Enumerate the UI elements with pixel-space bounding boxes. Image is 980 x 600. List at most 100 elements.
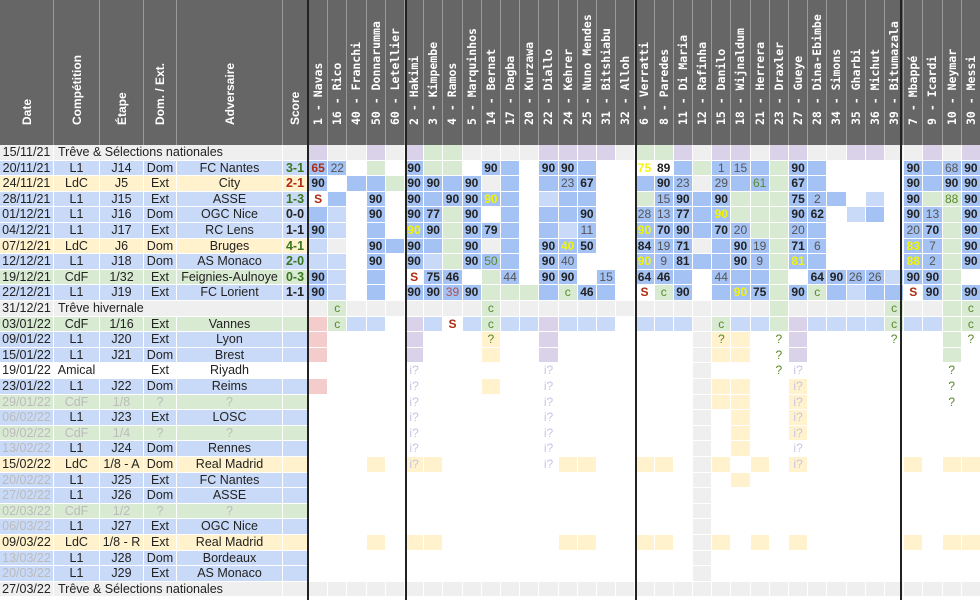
player-minutes-cell[interactable] — [635, 379, 655, 395]
date-cell[interactable]: 20/02/22 — [0, 472, 54, 489]
player-minutes-cell[interactable]: 90 — [539, 160, 559, 177]
player-minutes-cell[interactable] — [520, 519, 540, 535]
player-minutes-cell[interactable] — [616, 160, 636, 177]
player-minutes-cell[interactable] — [385, 176, 405, 192]
player-minutes-cell[interactable]: 11 — [577, 223, 597, 239]
player-minutes-cell[interactable] — [827, 254, 847, 270]
player-minutes-cell[interactable] — [865, 535, 885, 551]
player-minutes-cell[interactable] — [827, 394, 847, 411]
competition-cell[interactable]: L1 — [54, 379, 100, 395]
player-minutes-cell[interactable] — [961, 566, 980, 582]
player-minutes-cell[interactable]: c — [328, 301, 348, 317]
player-minutes-cell[interactable] — [712, 410, 732, 426]
player-minutes-cell[interactable]: 90 — [961, 223, 980, 239]
player-column-header[interactable]: 8 - Paredes — [654, 0, 674, 145]
player-minutes-cell[interactable] — [366, 488, 386, 504]
player-minutes-cell[interactable] — [385, 410, 405, 426]
stage-cell[interactable]: 1/32 — [100, 269, 144, 286]
player-minutes-cell[interactable] — [693, 566, 713, 582]
player-minutes-cell[interactable] — [750, 566, 770, 582]
player-minutes-cell[interactable] — [693, 160, 713, 177]
player-minutes-cell[interactable] — [750, 535, 770, 551]
player-minutes-cell[interactable] — [865, 566, 885, 582]
player-minutes-cell[interactable] — [558, 550, 578, 567]
opponent-cell[interactable]: ? — [177, 425, 283, 442]
player-minutes-cell[interactable] — [865, 332, 885, 348]
player-minutes-cell[interactable] — [443, 410, 463, 426]
score-cell[interactable] — [283, 488, 308, 504]
player-minutes-cell[interactable] — [846, 441, 866, 457]
player-minutes-cell[interactable] — [366, 269, 386, 286]
player-minutes-cell[interactable] — [577, 347, 597, 364]
player-minutes-cell[interactable] — [616, 441, 636, 457]
player-minutes-cell[interactable] — [731, 535, 751, 551]
player-minutes-cell[interactable] — [328, 363, 348, 379]
player-minutes-cell[interactable]: S — [309, 191, 329, 208]
score-cell[interactable] — [283, 379, 308, 395]
player-minutes-cell[interactable]: 90 — [789, 207, 809, 223]
player-minutes-cell[interactable] — [501, 379, 521, 395]
player-minutes-cell[interactable]: 90 — [405, 254, 425, 270]
player-minutes-cell[interactable]: 20 — [789, 223, 809, 239]
player-column-header[interactable]: 23 - Draxler — [769, 0, 789, 145]
player-minutes-cell[interactable] — [750, 550, 770, 567]
player-minutes-cell[interactable] — [942, 332, 962, 348]
player-minutes-cell[interactable] — [904, 145, 924, 161]
player-minutes-cell[interactable] — [904, 316, 924, 333]
player-minutes-cell[interactable] — [846, 566, 866, 582]
player-minutes-cell[interactable] — [846, 191, 866, 208]
player-minutes-cell[interactable]: 90 — [366, 254, 386, 270]
player-minutes-cell[interactable] — [769, 550, 789, 567]
player-minutes-cell[interactable] — [366, 145, 386, 161]
player-minutes-cell[interactable] — [846, 207, 866, 223]
player-minutes-cell[interactable] — [597, 176, 617, 192]
break-label-cell[interactable]: Trêve & Sélections nationales — [54, 581, 283, 598]
opponent-cell[interactable]: LOSC — [177, 410, 283, 426]
player-minutes-cell[interactable] — [731, 503, 751, 520]
home-away-cell[interactable]: Dom — [144, 238, 177, 255]
player-minutes-cell[interactable] — [904, 425, 924, 442]
player-minutes-cell[interactable] — [731, 472, 751, 489]
player-minutes-cell[interactable] — [520, 191, 540, 208]
player-minutes-cell[interactable] — [539, 176, 559, 192]
player-minutes-cell[interactable]: 90 — [904, 191, 924, 208]
player-minutes-cell[interactable] — [731, 519, 751, 535]
player-minutes-cell[interactable] — [520, 535, 540, 551]
player-minutes-cell[interactable] — [616, 238, 636, 255]
player-minutes-cell[interactable] — [347, 472, 367, 489]
date-cell[interactable]: 13/02/22 — [0, 441, 54, 457]
player-minutes-cell[interactable] — [558, 519, 578, 535]
player-minutes-cell[interactable] — [558, 488, 578, 504]
player-minutes-cell[interactable] — [385, 223, 405, 239]
player-minutes-cell[interactable] — [424, 441, 444, 457]
player-minutes-cell[interactable] — [501, 566, 521, 582]
player-minutes-cell[interactable] — [769, 441, 789, 457]
player-minutes-cell[interactable] — [443, 223, 463, 239]
player-minutes-cell[interactable] — [769, 207, 789, 223]
player-minutes-cell[interactable] — [309, 207, 329, 223]
player-minutes-cell[interactable] — [635, 191, 655, 208]
player-minutes-cell[interactable] — [558, 566, 578, 582]
date-cell[interactable]: 09/01/22 — [0, 332, 54, 348]
player-minutes-cell[interactable] — [654, 410, 674, 426]
player-minutes-cell[interactable] — [808, 223, 828, 239]
player-minutes-cell[interactable]: 15 — [654, 191, 674, 208]
player-minutes-cell[interactable] — [424, 160, 444, 177]
home-away-cell[interactable]: Dom — [144, 254, 177, 270]
player-minutes-cell[interactable]: i? — [405, 394, 425, 411]
player-minutes-cell[interactable] — [501, 425, 521, 442]
stage-cell[interactable]: 1/8 — [100, 394, 144, 411]
player-minutes-cell[interactable] — [654, 457, 674, 473]
player-minutes-cell[interactable] — [328, 550, 348, 567]
player-minutes-cell[interactable] — [366, 457, 386, 473]
player-minutes-cell[interactable] — [942, 457, 962, 473]
player-minutes-cell[interactable] — [462, 316, 482, 333]
player-minutes-cell[interactable] — [808, 441, 828, 457]
player-minutes-cell[interactable]: i? — [789, 410, 809, 426]
score-cell[interactable] — [283, 425, 308, 442]
player-minutes-cell[interactable]: 90 — [309, 269, 329, 286]
player-minutes-cell[interactable] — [405, 301, 425, 317]
player-minutes-cell[interactable]: 90 — [577, 207, 597, 223]
player-minutes-cell[interactable] — [366, 160, 386, 177]
player-minutes-cell[interactable] — [827, 472, 847, 489]
